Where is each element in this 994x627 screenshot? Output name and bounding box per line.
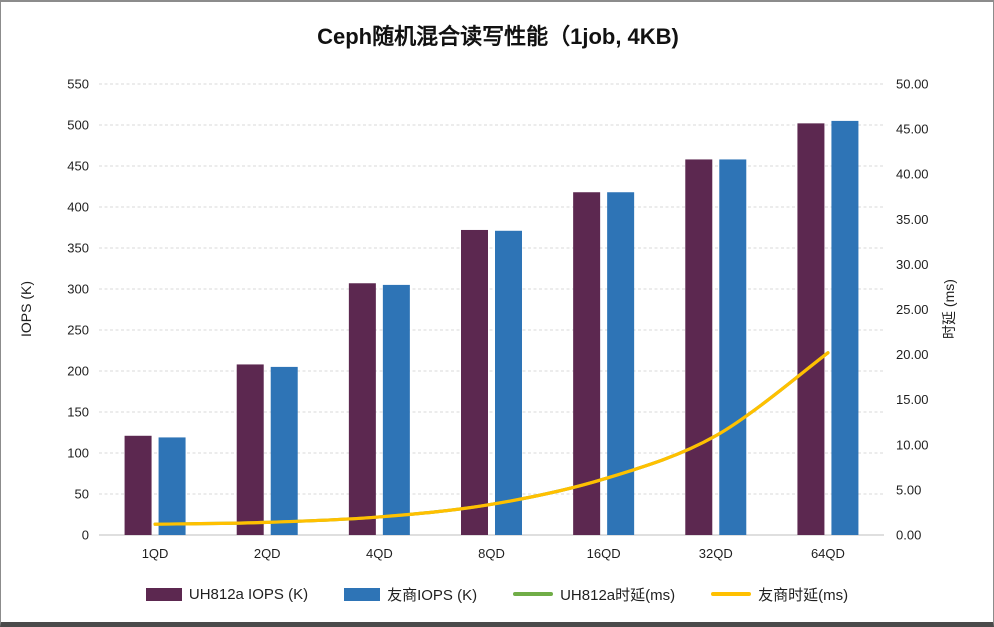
right-tick-label: 10.00 [896, 437, 929, 452]
bar-友商IOPS (K) [495, 230, 522, 535]
legend-label-youshang-latency: 友商时延(ms) [758, 586, 849, 604]
x-axis-label: 1QD [142, 546, 169, 561]
left-tick-label: 50 [75, 487, 89, 502]
legend-item-youshang-iops: 友商IOPS (K) [344, 584, 477, 605]
chart-title: Ceph随机混合读写性能（1job, 4KB) [317, 24, 679, 49]
youshang-iops-swatch-icon [344, 587, 381, 601]
bar-UH812a IOPS (K) [236, 364, 264, 535]
right-tick-label: 35.00 [896, 212, 929, 227]
left-axis-ticks: 0 50 100 150 200 250 300 350 400 450 500 550 [67, 77, 89, 543]
legend-item-youshang-latency: 友商时延(ms) [711, 584, 848, 605]
bar-UH812a IOPS (K) [461, 229, 488, 535]
right-tick-label: 40.00 [896, 167, 929, 182]
uh812a-latency-line-icon [513, 592, 554, 596]
legend: UH812a IOPS (K) 友商IOPS (K) UH812a时延(ms) … [1, 580, 993, 608]
left-tick-label: 350 [67, 241, 89, 256]
left-tick-label: 200 [67, 364, 89, 379]
legend-item-uh812a-iops: UH812a IOPS (K) [145, 585, 309, 603]
left-tick-label: 100 [67, 446, 89, 461]
bar-友商IOPS (K) [831, 120, 859, 536]
right-axis-title: 时延 (ms) [941, 279, 957, 339]
line-友商时延(ms) [153, 351, 830, 526]
right-tick-label: 20.00 [896, 347, 929, 362]
left-tick-label: 450 [67, 159, 89, 174]
left-tick-label: 0 [82, 528, 89, 543]
left-tick-label: 400 [67, 200, 89, 215]
bar-友商IOPS (K) [607, 192, 635, 536]
right-tick-label: 45.00 [896, 122, 929, 137]
right-tick-label: 25.00 [896, 302, 929, 317]
bar-友商IOPS (K) [270, 366, 298, 535]
line-series-group [153, 351, 830, 526]
legend-label-uh812a-iops: UH812a IOPS (K) [188, 585, 309, 603]
x-axis-label: 16QD [587, 546, 621, 561]
left-tick-label: 150 [67, 405, 89, 420]
bar-UH812a IOPS (K) [685, 159, 713, 535]
gridlines [99, 83, 884, 536]
left-tick-label: 250 [67, 323, 89, 338]
x-axis-label: 8QD [478, 546, 505, 561]
left-tick-label: 500 [67, 118, 89, 133]
right-tick-label: 0.00 [896, 528, 921, 543]
bar-友商IOPS (K) [382, 284, 410, 535]
uh812a-iops-swatch-icon [145, 587, 182, 601]
bar-series-group [124, 120, 859, 536]
x-axis-label: 64QD [811, 546, 845, 561]
bar-友商IOPS (K) [158, 437, 186, 535]
left-tick-label: 300 [67, 282, 89, 297]
right-axis-ticks: 0.00 5.00 10.00 15.00 20.00 25.00 30.00 35.00 40… [896, 77, 929, 543]
legend-label-youshang-iops: 友商IOPS (K) [387, 586, 478, 604]
x-axis-label: 4QD [366, 546, 393, 561]
bar-UH812a IOPS (K) [573, 192, 601, 536]
bar-友商IOPS (K) [719, 159, 747, 535]
x-axis-label: 2QD [254, 546, 281, 561]
left-tick-label: 550 [67, 77, 89, 92]
youshang-latency-line-icon [711, 592, 752, 596]
right-tick-label: 15.00 [896, 392, 929, 407]
right-tick-label: 30.00 [896, 257, 929, 272]
bar-UH812a IOPS (K) [797, 123, 825, 536]
right-tick-label: 50.00 [896, 77, 929, 92]
right-tick-label: 5.00 [896, 482, 921, 497]
left-axis-title: IOPS (K) [18, 281, 34, 337]
x-axis-labels: 1QD 2QD 4QD 8QD 16QD 32QD 64QD [142, 546, 845, 561]
legend-item-uh812a-latency: UH812a时延(ms) [513, 584, 675, 605]
legend-label-uh812a-latency: UH812a时延(ms) [560, 586, 676, 604]
bar-UH812a IOPS (K) [348, 283, 376, 535]
bar-UH812a IOPS (K) [124, 435, 152, 535]
x-axis-label: 32QD [699, 546, 733, 561]
